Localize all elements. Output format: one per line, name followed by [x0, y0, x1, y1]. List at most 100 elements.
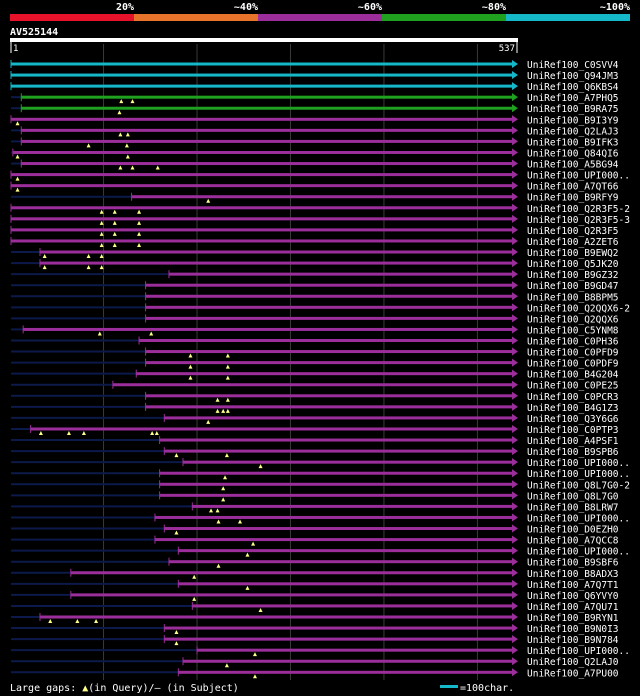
hit-row[interactable]: UniRef100_B9N0I3: [11, 624, 619, 635]
hit-name-link[interactable]: UniRef100_B9RFY9: [527, 193, 619, 204]
hit-name-link[interactable]: UniRef100_UPI000..: [527, 513, 630, 524]
hit-name-link[interactable]: UniRef100_D0EZH0: [527, 525, 619, 536]
hit-row[interactable]: UniRef100_A2ZET6: [10, 236, 619, 248]
hit-bar[interactable]: [11, 84, 512, 88]
hit-bar[interactable]: [168, 272, 513, 276]
hit-bar[interactable]: [159, 482, 512, 486]
hit-bar[interactable]: [30, 427, 513, 431]
hit-name-link[interactable]: UniRef100_B9N0I3: [527, 624, 619, 635]
hit-name-link[interactable]: UniRef100_UPI000..: [527, 458, 630, 469]
hit-row[interactable]: UniRef100_B9SBF6: [11, 557, 619, 569]
hit-bar[interactable]: [112, 383, 513, 387]
hit-name-link[interactable]: UniRef100_Q2LAJ3: [527, 126, 619, 137]
hit-row[interactable]: UniRef100_Q5JK20: [11, 259, 619, 270]
hit-row[interactable]: UniRef100_Q94JM3: [10, 71, 619, 82]
hit-bar[interactable]: [145, 294, 512, 298]
hit-row[interactable]: UniRef100_UPI000..: [11, 546, 630, 558]
hit-name-link[interactable]: UniRef100_Q8L7G0: [527, 491, 619, 502]
hit-name-link[interactable]: UniRef100_C5YNM8: [527, 325, 619, 336]
hit-row[interactable]: UniRef100_A4PSF1: [11, 436, 619, 447]
hit-bar[interactable]: [11, 206, 512, 210]
hit-bar[interactable]: [197, 648, 512, 652]
hit-bar[interactable]: [70, 571, 512, 575]
hit-row[interactable]: UniRef100_Q2R3F5-3: [10, 214, 630, 226]
hit-name-link[interactable]: UniRef100_A4PSF1: [527, 436, 619, 447]
hit-row[interactable]: UniRef100_A7QCC8: [11, 535, 619, 547]
hit-row[interactable]: UniRef100_D0EZH0: [11, 524, 619, 536]
hit-bar[interactable]: [136, 372, 512, 376]
hit-row[interactable]: UniRef100_UPI000..: [11, 469, 630, 480]
hit-bar[interactable]: [164, 626, 512, 630]
hit-name-link[interactable]: UniRef100_B8BPM5: [527, 292, 619, 303]
hit-row[interactable]: UniRef100_Q2LAJ3: [11, 126, 619, 137]
hit-bar[interactable]: [168, 560, 513, 564]
hit-name-link[interactable]: UniRef100_UPI000..: [527, 646, 630, 657]
hit-name-link[interactable]: UniRef100_Q3Y6G6: [527, 414, 619, 425]
hit-row[interactable]: UniRef100_B8ADX3: [11, 568, 619, 580]
hit-bar[interactable]: [21, 139, 513, 143]
hit-bar[interactable]: [23, 327, 512, 331]
hit-name-link[interactable]: UniRef100_C0PDF9: [527, 359, 619, 370]
hit-name-link[interactable]: UniRef100_B9N784: [527, 635, 619, 646]
hit-name-link[interactable]: UniRef100_Q84QI6: [527, 148, 619, 159]
hit-row[interactable]: UniRef100_B4G204: [11, 369, 619, 381]
hit-bar[interactable]: [11, 173, 512, 177]
hit-name-link[interactable]: UniRef100_B8LRW7: [527, 502, 619, 513]
hit-name-link[interactable]: UniRef100_UPI000..: [527, 469, 630, 480]
hit-name-link[interactable]: UniRef100_A7QT66: [527, 182, 619, 193]
hit-bar[interactable]: [21, 106, 513, 110]
hit-row[interactable]: UniRef100_Q8L7G0-2: [11, 480, 630, 491]
hit-name-link[interactable]: UniRef100_Q5JK20: [527, 259, 619, 270]
hit-row[interactable]: UniRef100_B9RYN1: [11, 613, 619, 624]
hit-name-link[interactable]: UniRef100_C0PTP3: [527, 425, 619, 436]
hit-name-link[interactable]: UniRef100_B9RA75: [527, 104, 619, 115]
hit-row[interactable]: UniRef100_C0PDF9: [11, 358, 619, 370]
hit-row[interactable]: UniRef100_Q2LAJ0: [11, 657, 619, 668]
hit-bar[interactable]: [145, 405, 512, 409]
hit-bar[interactable]: [145, 305, 512, 309]
hit-bar[interactable]: [154, 515, 512, 519]
hit-bar[interactable]: [11, 117, 512, 121]
hit-name-link[interactable]: UniRef100_B9SBF6: [527, 558, 619, 569]
hit-name-link[interactable]: UniRef100_A7QCC8: [527, 536, 619, 547]
hit-bar[interactable]: [145, 361, 512, 365]
hit-row[interactable]: UniRef100_B8LRW7: [11, 502, 619, 513]
hit-name-link[interactable]: UniRef100_A2ZET6: [527, 237, 619, 248]
hit-row[interactable]: UniRef100_C0PFD9: [11, 347, 619, 359]
hit-row[interactable]: UniRef100_B9GD47: [11, 281, 619, 292]
hit-bar[interactable]: [159, 471, 512, 475]
hit-name-link[interactable]: UniRef100_B8ADX3: [527, 569, 619, 580]
hit-row[interactable]: UniRef100_Q2QQX6: [11, 314, 619, 325]
hit-name-link[interactable]: UniRef100_C0PE25: [527, 381, 619, 392]
hit-bar[interactable]: [131, 195, 513, 199]
hit-bar[interactable]: [145, 394, 512, 398]
hit-row[interactable]: UniRef100_Q6YVY0: [11, 590, 619, 602]
hit-row[interactable]: UniRef100_C0PTP3: [11, 424, 619, 436]
hit-bar[interactable]: [178, 549, 512, 553]
hit-name-link[interactable]: UniRef100_C0SVV4: [527, 60, 619, 71]
hit-name-link[interactable]: UniRef100_B4G204: [527, 370, 619, 381]
hit-row[interactable]: UniRef100_Q3Y6G6: [11, 413, 619, 425]
hit-bar[interactable]: [159, 493, 512, 497]
hit-row[interactable]: UniRef100_UPI000..: [11, 646, 630, 657]
hit-bar[interactable]: [154, 538, 512, 542]
hit-name-link[interactable]: UniRef100_Q94JM3: [527, 71, 619, 82]
hit-name-link[interactable]: UniRef100_C0PFD9: [527, 348, 619, 359]
hit-bar[interactable]: [178, 582, 512, 586]
hit-bar[interactable]: [70, 593, 512, 597]
hit-bar[interactable]: [11, 62, 512, 66]
hit-bar[interactable]: [182, 659, 512, 663]
hit-row[interactable]: UniRef100_A7PU00: [11, 668, 619, 679]
hit-bar[interactable]: [11, 239, 512, 243]
hit-bar[interactable]: [164, 527, 512, 531]
hit-name-link[interactable]: UniRef100_C0PCR3: [527, 392, 619, 403]
hit-bar[interactable]: [39, 261, 513, 265]
hit-bar[interactable]: [192, 504, 512, 508]
hit-row[interactable]: UniRef100_A7PHQ5: [11, 93, 619, 104]
hit-bar[interactable]: [164, 449, 512, 453]
hit-bar[interactable]: [159, 438, 512, 442]
hit-row[interactable]: UniRef100_A5BG94: [11, 159, 619, 171]
hit-bar[interactable]: [145, 283, 512, 287]
hit-bar[interactable]: [11, 73, 512, 77]
hit-bar[interactable]: [11, 184, 512, 188]
